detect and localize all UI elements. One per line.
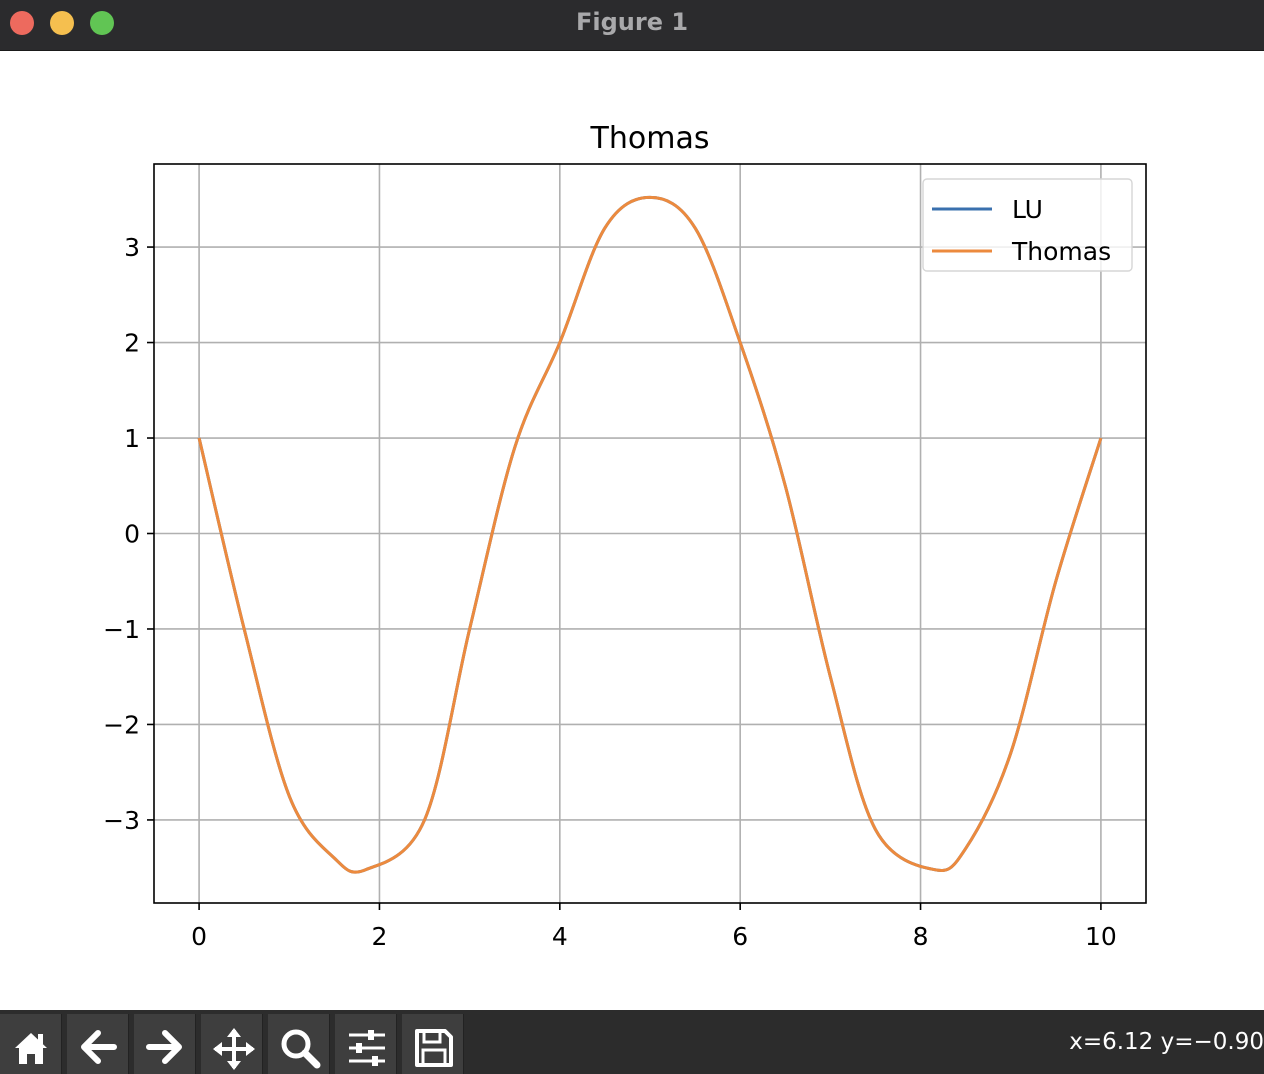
move-arrows-icon bbox=[213, 1028, 255, 1070]
x-tick-label: 4 bbox=[552, 922, 568, 951]
axis-ticks: 0 2 4 6 8 10 −3 −2 −1 0 1 2 3 bbox=[103, 233, 1117, 951]
close-window-button[interactable] bbox=[10, 11, 34, 35]
y-tick-label: 2 bbox=[124, 329, 140, 358]
y-tick-label: 0 bbox=[124, 520, 140, 549]
series-line-thomas bbox=[197, 195, 1103, 874]
y-tick-label: 3 bbox=[124, 233, 140, 262]
window-titlebar: Figure 1 bbox=[0, 0, 1264, 51]
x-tick-label: 0 bbox=[191, 922, 207, 951]
configure-subplots-button[interactable] bbox=[335, 1014, 397, 1074]
window-title: Figure 1 bbox=[575, 8, 689, 36]
x-tick-label: 6 bbox=[732, 922, 748, 951]
series-lines bbox=[197, 195, 1103, 874]
legend-label-lu: LU bbox=[1012, 195, 1043, 224]
forward-button[interactable] bbox=[134, 1014, 196, 1074]
pan-button[interactable] bbox=[201, 1014, 263, 1074]
y-tick-label: −2 bbox=[103, 710, 140, 739]
floppy-disk-icon bbox=[415, 1029, 453, 1067]
minimize-window-button[interactable] bbox=[50, 11, 74, 35]
chart-title: Thomas bbox=[590, 121, 710, 156]
magnifier-icon bbox=[281, 1029, 321, 1069]
home-icon bbox=[15, 1033, 47, 1064]
legend-box bbox=[922, 178, 1133, 272]
plot-chart[interactable]: 0 2 4 6 8 10 −3 −2 −1 0 1 2 3 Thomas LU Thomas bbox=[0, 51, 1264, 1009]
cursor-coordinates-readout: x=6.12 y=−0.90 bbox=[1069, 1029, 1264, 1055]
figure-canvas[interactable]: 0 2 4 6 8 10 −3 −2 −1 0 1 2 3 Thomas LU Thomas bbox=[0, 51, 1264, 1009]
legend-label-thomas: Thomas bbox=[1011, 237, 1111, 266]
x-tick-label: 8 bbox=[913, 922, 929, 951]
y-tick-label: −3 bbox=[103, 806, 140, 835]
y-tick-label: −1 bbox=[103, 615, 140, 644]
zoom-window-button[interactable] bbox=[90, 11, 114, 35]
navigation-toolbar: x=6.12 y=−0.90 bbox=[0, 1010, 1264, 1074]
arrow-left-icon bbox=[81, 1030, 117, 1064]
y-tick-label: 1 bbox=[124, 424, 140, 453]
x-tick-label: 2 bbox=[372, 922, 388, 951]
back-button[interactable] bbox=[67, 1014, 129, 1074]
save-button[interactable] bbox=[402, 1014, 464, 1074]
legend: LU Thomas bbox=[922, 178, 1133, 272]
x-tick-label: 10 bbox=[1085, 922, 1117, 951]
series-line-lu bbox=[197, 195, 1103, 874]
sliders-icon bbox=[349, 1030, 385, 1066]
zoom-button[interactable] bbox=[268, 1014, 330, 1074]
arrow-right-icon bbox=[146, 1030, 182, 1064]
home-button[interactable] bbox=[0, 1014, 62, 1074]
